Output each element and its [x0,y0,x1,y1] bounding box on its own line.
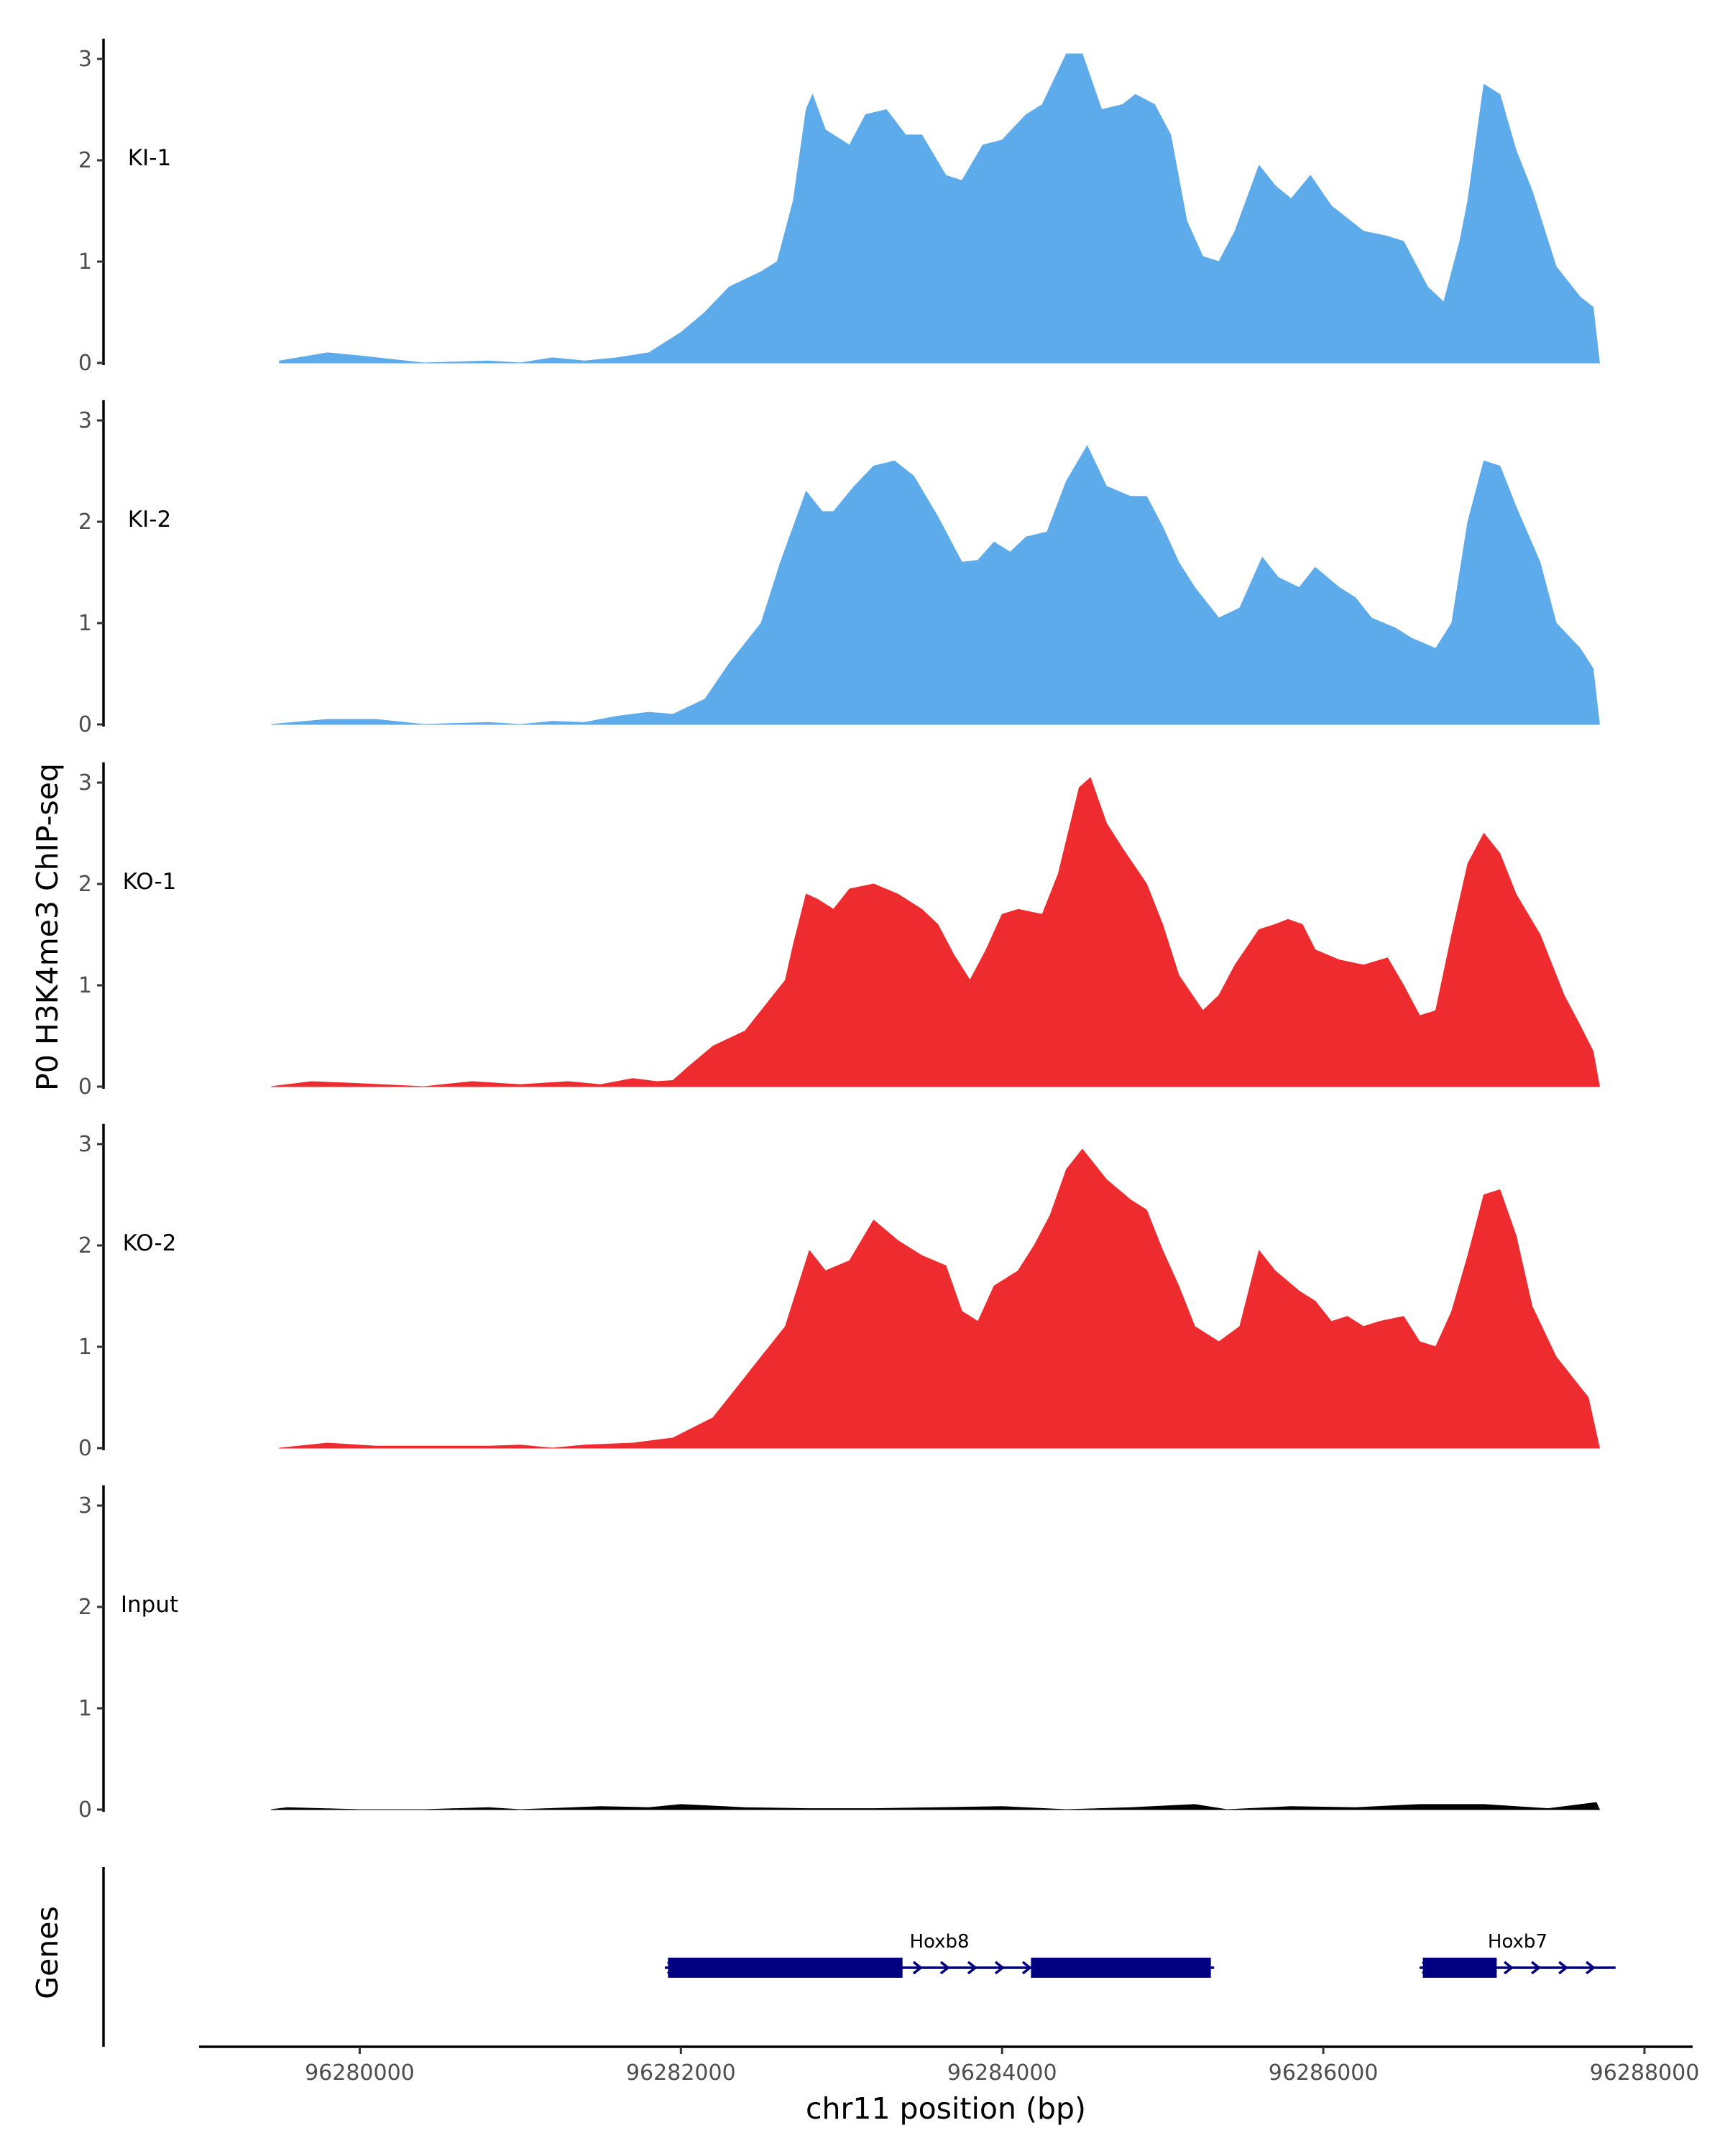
y-tick-label: 0 [78,1436,92,1461]
y-tick-label: 0 [78,1074,92,1100]
y-tick-label: 0 [78,1797,92,1823]
track-ki-2: 0 1 2 3 KI-2 [78,400,1600,737]
x-axis: 96280000 96282000 96284000 96286000 96288000 [199,2045,1700,2086]
gene-name: Hoxb7 [1488,1931,1547,1953]
gene-hoxb8: Hoxb8 [664,1931,1215,1978]
strand-arrow [1504,1961,1514,1975]
x-axis-title: chr11 position (bp) [806,2091,1086,2126]
y-tick-label: 3 [78,770,92,796]
y-tick-label: 2 [78,872,92,897]
track-label-ko-2: KO-2 [123,1230,177,1256]
track-label-ki-2: KI-2 [128,507,171,533]
track-area-ko-2 [279,1148,1600,1449]
y-tick-label: 2 [78,1595,92,1620]
exon [668,1958,903,1978]
track-ko-2: 0 1 2 3 KO-2 [78,1123,1600,1461]
track-ki-1: 0 1 2 3 KI-1 [78,38,1600,376]
track-area-input [271,1802,1600,1810]
exon [1031,1958,1211,1978]
y-tick-label: 3 [78,408,92,433]
x-tick-label: 96282000 [626,2060,736,2086]
y-tick-label: 1 [78,611,92,636]
strand-arrow [912,1961,923,1975]
track-area-ki-2 [271,445,1600,725]
strand-arrow [1021,1961,1032,1975]
x-tick-label: 96284000 [947,2060,1057,2086]
exon [1422,1958,1497,1978]
y-tick-label: 2 [78,148,92,173]
x-tick-label: 96286000 [1269,2060,1379,2086]
track-label-input: Input [121,1592,178,1618]
track-input: 0 1 2 3 Input [78,1485,1600,1823]
y-tick-label: 0 [78,712,92,737]
strand-arrow [1558,1961,1568,1975]
strand-arrow [939,1961,950,1975]
tracks-layer: 0 1 2 3 KI-1 0 1 2 3 KI-2 0 1 2 3 KO-1 0 1 2 3 KO-2 0 1 2 3 Inpu… [78,38,1600,1823]
strand-arrow [994,1961,1005,1975]
y-tick-label: 2 [78,510,92,535]
track-area-ko-1 [271,777,1600,1087]
track-label-ko-1: KO-1 [123,869,177,895]
y-axis-title: P0 H3K4me3 ChIP-seq [30,763,65,1091]
y-tick-label: 3 [78,1493,92,1519]
y-tick-label: 1 [78,973,92,998]
y-tick-label: 0 [78,351,92,376]
strand-arrow [1531,1961,1541,1975]
genes-panel: Hoxb8 Hoxb7 [102,1867,1616,2047]
strand-arrow [1586,1961,1596,1975]
gene-hoxb7: Hoxb7 [1420,1931,1616,1978]
x-tick-label: 96288000 [1590,2060,1700,2086]
track-area-ki-1 [279,53,1600,364]
track-label-ki-1: KI-1 [128,145,171,171]
gene-name: Hoxb8 [910,1931,970,1953]
y-tick-label: 3 [78,1132,92,1157]
genes-axis-title: Genes [30,1906,65,1999]
y-tick-label: 2 [78,1233,92,1258]
y-tick-label: 1 [78,1335,92,1360]
y-tick-label: 1 [78,1696,92,1721]
strand-arrow [967,1961,978,1975]
y-tick-label: 3 [78,47,92,72]
track-ko-1: 0 1 2 3 KO-1 [78,762,1600,1100]
y-tick-label: 1 [78,249,92,275]
x-tick-label: 96280000 [305,2060,415,2086]
